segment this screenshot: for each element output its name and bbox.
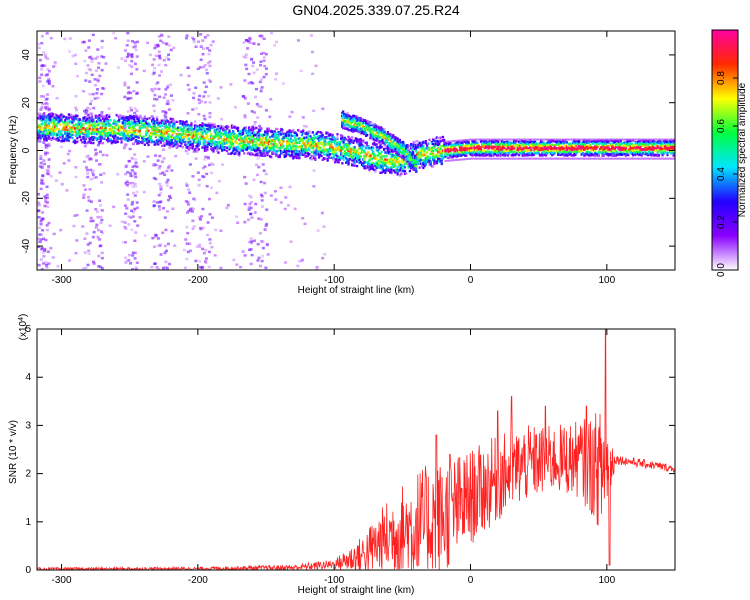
snr-y-tick-label: 1: [25, 517, 31, 528]
colorbar-ticks: 0.0 0.2 0.4 0.6 0.8: [716, 71, 738, 277]
snr-y-tick-label: 3: [25, 420, 31, 431]
spectrogram-y-tick-label: -40: [21, 238, 32, 253]
snr-y-tick-label: 5: [25, 324, 31, 335]
spectrogram-x-tick-label: 0: [468, 275, 474, 286]
snr-x-tick-label: -200: [188, 575, 208, 586]
colorbar-tick-label: 0.2: [716, 215, 727, 229]
snr-y-tick-label: 4: [25, 372, 31, 383]
spectrogram-x-tick-label: 100: [598, 275, 615, 286]
snr-y-tick-label: 0: [25, 565, 31, 576]
snr-y-axis-label: SNR (10 * v/v): [8, 420, 19, 484]
colorbar-label: Normalized spectral amplitude: [737, 82, 748, 217]
colorbar-tick-label: 0.0: [716, 263, 727, 277]
snr-panel: -300 -200 -100 0 100 0 1 2 3 4 5 Height of straigh…: [8, 314, 676, 596]
spectrogram-y-tick-label: -20: [21, 191, 32, 206]
snr-ticks: -300 -200 -100 0 100 0 1 2 3 4 5: [25, 324, 675, 586]
spectrogram-y-tick-label: 0: [21, 147, 32, 153]
snr-series-line: [37, 329, 675, 570]
snr-x-tick-label: 0: [468, 575, 474, 586]
snr-x-axis-label: Height of straight line (km): [298, 585, 415, 596]
figure-title: GN04.2025.339.07.25.R24: [292, 2, 460, 18]
spectrogram-y-tick-label: 40: [21, 49, 32, 61]
colorbar: 0.0 0.2 0.4 0.6 0.8 Normalized spectral ampl…: [711, 29, 748, 277]
spectrogram-heatmap: [37, 31, 675, 270]
snr-y-multiplier: (x104): [18, 314, 30, 341]
spectrogram-y-tick-label: 20: [21, 97, 32, 109]
colorbar-tick-label: 0.8: [716, 71, 727, 85]
spectrogram-x-tick-label: -100: [324, 275, 344, 286]
snr-y-tick-label: 2: [25, 469, 31, 480]
colorbar-frame: [711, 29, 739, 271]
colorbar-gradient: [712, 30, 738, 270]
snr-x-tick-label: -100: [324, 575, 344, 586]
colorbar-tick-label: 0.4: [716, 167, 727, 181]
snr-frame: [36, 328, 676, 571]
spectrogram-y-axis-label: Frequency (Hz): [8, 116, 19, 185]
colorbar-tick-label: 0.6: [716, 119, 727, 133]
spectrogram-x-tick-label: -200: [188, 275, 208, 286]
snr-x-tick-label: -300: [52, 575, 72, 586]
spectrogram-x-axis-label: Height of straight line (km): [298, 285, 415, 296]
spectrogram-x-tick-label: -300: [52, 275, 72, 286]
snr-x-tick-label: 100: [598, 575, 615, 586]
